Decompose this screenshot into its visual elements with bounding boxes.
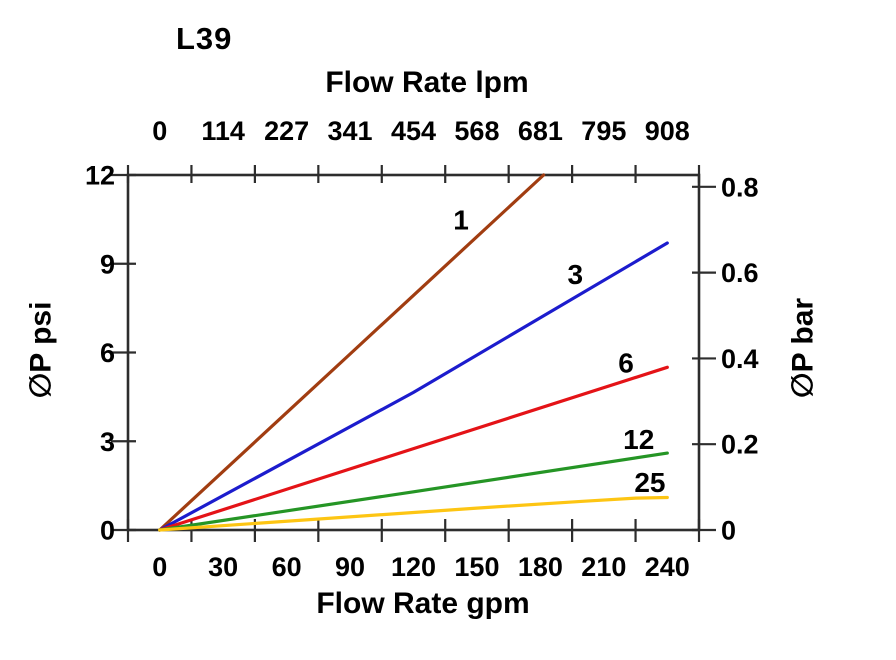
top-axis-tick-label: 341 xyxy=(328,116,373,146)
curve-label-25: 25 xyxy=(634,467,665,498)
right-axis-tick-label: 0.6 xyxy=(721,258,759,288)
bottom-axis-tick-label: 210 xyxy=(581,552,626,582)
top-axis-tick-label: 227 xyxy=(264,116,309,146)
curve-1 xyxy=(158,173,546,532)
left-axis-tick-label: 12 xyxy=(85,161,115,191)
bottom-axis-tick-label: 30 xyxy=(208,552,238,582)
curve-12 xyxy=(158,451,669,532)
top-axis-tick-label: 908 xyxy=(645,116,690,146)
left-axis-tick-label: 3 xyxy=(100,427,115,457)
curve-label-12: 12 xyxy=(623,424,654,455)
chart-title: L39 xyxy=(176,21,233,56)
right-axis-tick-label: 0.2 xyxy=(721,430,759,460)
top-axis-tick-label: 681 xyxy=(518,116,563,146)
bottom-axis-title: Flow Rate gpm xyxy=(316,587,530,620)
bottom-axis-tick-label: 0 xyxy=(152,552,167,582)
top-axis-tick-label: 568 xyxy=(454,116,499,146)
curve-label-3: 3 xyxy=(567,259,583,290)
bottom-axis-tick-label: 150 xyxy=(454,552,499,582)
curve-6 xyxy=(158,365,669,532)
left-axis-tick-label: 6 xyxy=(100,338,115,368)
left-axis-tick-label: 0 xyxy=(100,516,115,546)
curve-25 xyxy=(158,495,669,532)
left-axis-tick-label: 9 xyxy=(100,249,115,279)
right-axis-tick-label: 0 xyxy=(721,516,736,546)
right-axis-tick-label: 0.4 xyxy=(721,344,759,374)
plot-frame xyxy=(126,173,701,532)
top-axis-tick-label: 795 xyxy=(581,116,626,146)
top-axis-tick-label: 0 xyxy=(152,116,167,146)
bottom-axis-tick-label: 240 xyxy=(645,552,690,582)
top-axis-title: Flow Rate lpm xyxy=(325,66,529,99)
bottom-axis-tick-label: 60 xyxy=(272,552,302,582)
curve-3 xyxy=(158,241,669,532)
curve-label-1: 1 xyxy=(453,204,469,235)
bottom-axis-tick-label: 180 xyxy=(518,552,563,582)
top-axis-tick-label: 114 xyxy=(201,116,245,146)
right-axis-tick-label: 0.8 xyxy=(721,172,759,202)
top-axis-tick-label: 454 xyxy=(391,116,436,146)
bottom-axis-tick-label: 120 xyxy=(391,552,436,582)
bottom-axis-tick-label: 90 xyxy=(335,552,365,582)
curve-label-6: 6 xyxy=(618,347,634,378)
